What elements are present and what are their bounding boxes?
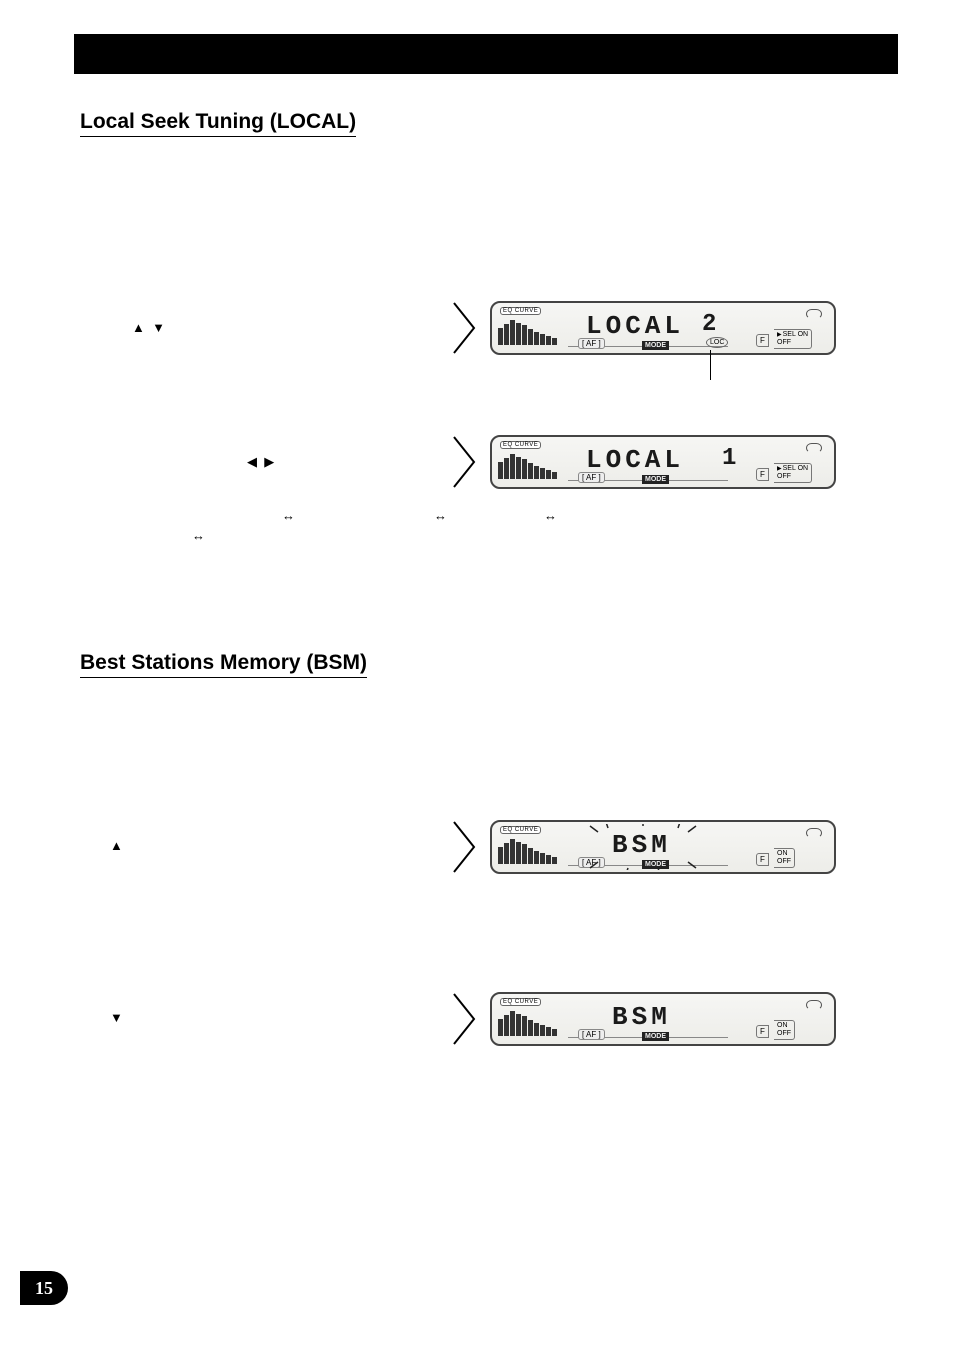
lcd-display-local-on: EQ CURVE [ AF ] MODE LOCAL 2 LOC F SEL O… bbox=[490, 301, 836, 355]
eq-bars-icon-2 bbox=[498, 451, 560, 479]
arrow-lr-d bbox=[192, 528, 207, 544]
off-label-2: OFF bbox=[777, 473, 791, 480]
flash-burst-icon bbox=[588, 824, 698, 870]
page-number: 15 bbox=[35, 1278, 53, 1299]
page-number-badge: 15 bbox=[20, 1271, 68, 1305]
seg-num-1: 1 bbox=[722, 445, 736, 472]
on-label-3: ON bbox=[777, 850, 788, 857]
eq-curve-label: EQ CURVE bbox=[500, 307, 541, 315]
eq-curve-label-2: EQ CURVE bbox=[500, 441, 541, 449]
chevron-icon-4 bbox=[450, 992, 480, 1046]
f-badge-2: F bbox=[756, 468, 769, 481]
arrow-up-2 bbox=[110, 838, 125, 854]
af-label-4: [ AF ] bbox=[578, 1029, 605, 1040]
seg-text-local-2: LOCAL bbox=[586, 445, 684, 475]
off-label: OFF bbox=[777, 339, 791, 346]
heading-local-seek: Local Seek Tuning (LOCAL) bbox=[80, 110, 356, 137]
chevron-icon-3 bbox=[450, 820, 480, 874]
on-label: ON bbox=[798, 331, 809, 338]
arrow-up-down-1 bbox=[132, 320, 167, 336]
loop-icon bbox=[806, 309, 822, 319]
f-badge-4: F bbox=[756, 1025, 769, 1038]
sel-label-2: SEL bbox=[783, 465, 796, 472]
arrow-lr-c bbox=[544, 508, 559, 524]
on-label-2: ON bbox=[798, 465, 809, 472]
right-cluster-4: F ON OFF bbox=[756, 1000, 828, 1042]
header-black-bar bbox=[74, 34, 898, 74]
eq-curve-label-4: EQ CURVE bbox=[500, 998, 541, 1006]
mode-label: MODE bbox=[642, 341, 669, 350]
on-off-labels-3: ON OFF bbox=[774, 848, 795, 868]
right-cluster-2: F SEL ON OFF bbox=[756, 443, 828, 485]
chevron-icon-2 bbox=[450, 435, 480, 489]
f-badge: F bbox=[756, 334, 769, 347]
arrow-down-2 bbox=[110, 1010, 125, 1026]
sel-label: SEL bbox=[783, 331, 796, 338]
loc-callout-line bbox=[710, 350, 711, 380]
seg-text-local: LOCAL bbox=[586, 311, 684, 341]
eq-bars-icon-4 bbox=[498, 1008, 560, 1036]
lcd-display-bsm-cancel: EQ CURVE [ AF ] MODE BSM F ON OFF bbox=[490, 992, 836, 1046]
lcd-display-bsm-flash: EQ CURVE [ AF ] MODE BSM F ON OFF bbox=[490, 820, 836, 874]
chevron-icon-1 bbox=[450, 301, 480, 355]
on-off-labels-2: SEL ON OFF bbox=[774, 463, 812, 483]
seg-text-bsm-2: BSM bbox=[612, 1002, 671, 1032]
right-cluster-1: F SEL ON OFF bbox=[756, 309, 828, 351]
eq-curve-label-3: EQ CURVE bbox=[500, 826, 541, 834]
arrow-left-right-1 bbox=[247, 454, 276, 470]
off-label-3: OFF bbox=[777, 858, 791, 865]
mode-label-2: MODE bbox=[642, 475, 669, 484]
seg-num-2: 2 bbox=[702, 311, 716, 338]
mode-label-4: MODE bbox=[642, 1032, 669, 1041]
heading-bsm: Best Stations Memory (BSM) bbox=[80, 651, 367, 678]
loop-icon-2 bbox=[806, 443, 822, 453]
eq-bars-icon-3 bbox=[498, 836, 560, 864]
arrow-lr-b bbox=[434, 508, 449, 524]
off-label-4: OFF bbox=[777, 1030, 791, 1037]
eq-bars-icon bbox=[498, 317, 560, 345]
f-badge-3: F bbox=[756, 853, 769, 866]
loop-icon-3 bbox=[806, 828, 822, 838]
on-off-labels: SEL ON OFF bbox=[774, 329, 812, 349]
on-off-labels-4: ON OFF bbox=[774, 1020, 795, 1040]
lcd-display-local-level: EQ CURVE [ AF ] MODE LOCAL 1 F SEL ON OF… bbox=[490, 435, 836, 489]
right-cluster-3: F ON OFF bbox=[756, 828, 828, 870]
on-label-4: ON bbox=[777, 1022, 788, 1029]
loop-icon-4 bbox=[806, 1000, 822, 1010]
arrow-lr-a bbox=[282, 508, 297, 524]
